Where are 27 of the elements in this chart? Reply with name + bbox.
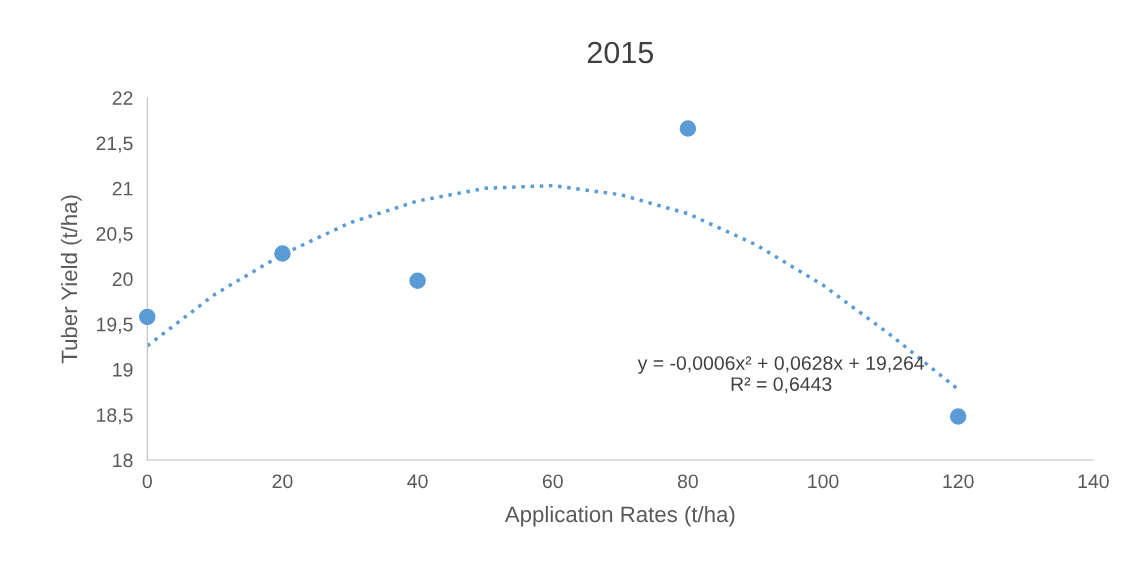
y-tick-label: 19,5 xyxy=(97,317,133,334)
y-tick-label: 21 xyxy=(112,181,133,196)
y-tick-label: 18,5 xyxy=(97,408,133,425)
y-tick-label: 19 xyxy=(113,362,133,377)
point xyxy=(949,408,967,425)
y-tick-label: 18 xyxy=(113,453,133,468)
line-series xyxy=(147,183,960,392)
x-axis-title: Application Rates (t/ha) xyxy=(504,505,735,527)
point xyxy=(274,245,291,262)
x-tick-label: 0 xyxy=(142,474,152,489)
x-tick-label: 40 xyxy=(407,474,428,489)
x-tick-label: 80 xyxy=(677,474,698,489)
y-tick-label: 22 xyxy=(112,91,133,105)
point xyxy=(139,308,156,326)
point xyxy=(679,120,697,137)
y-axis-title: Tuber Yield (t/ha) xyxy=(60,195,82,364)
y-tick-label: 20,5 xyxy=(96,227,133,244)
y-tick-label: 20 xyxy=(112,272,133,287)
x-tick-label: 60 xyxy=(542,474,563,489)
chart-title: 2015 xyxy=(587,41,654,64)
x-tick-label: 20 xyxy=(272,474,293,489)
y-tick-label: 21,5 xyxy=(96,136,133,153)
x-tick-label: 140 xyxy=(1078,474,1109,489)
x-tick-label: 120 xyxy=(943,474,974,489)
point xyxy=(409,272,426,289)
x-tick-label: 100 xyxy=(808,474,839,489)
annotation: y = -0,0006x² + 0,0628x + 19,264 R² = 0,6443 xyxy=(637,356,925,394)
